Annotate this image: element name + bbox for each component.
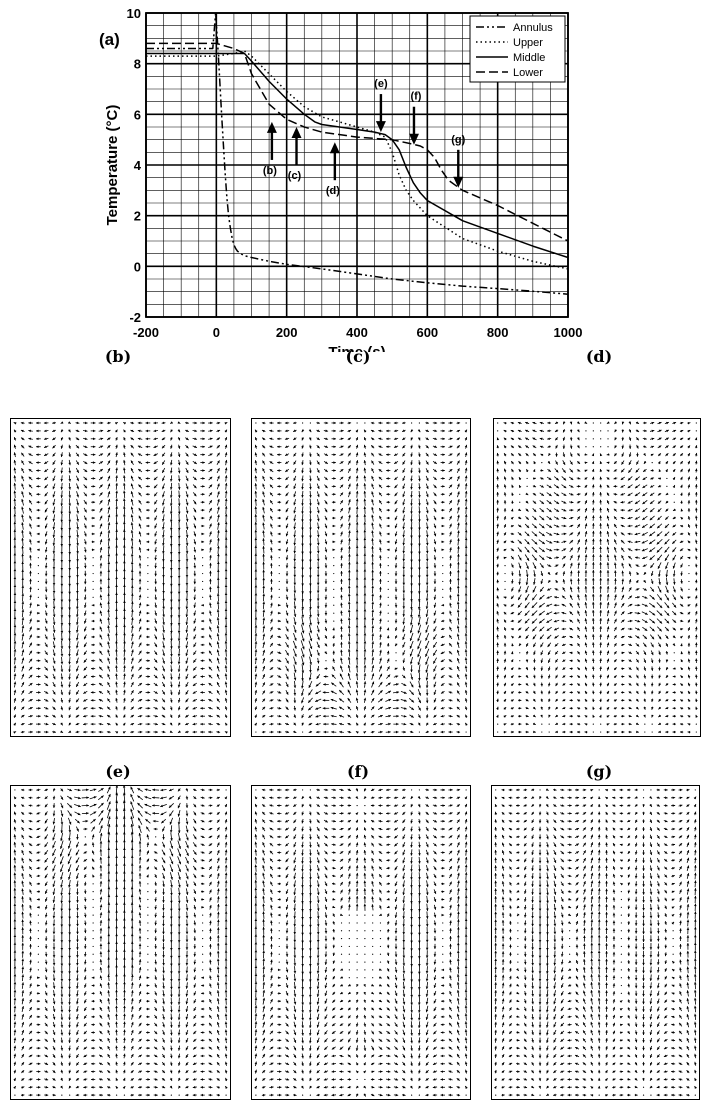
annotation-arrow-f: (f): [408, 91, 422, 145]
panel-label-a: (a): [99, 30, 120, 49]
annotation-arrow-d: (d): [326, 142, 340, 197]
vector-field-d: [493, 418, 701, 737]
x-tick-label: 1000: [554, 325, 583, 340]
legend: Annulus Upper Middle Lower: [469, 15, 566, 83]
y-tick-label: 8: [134, 57, 141, 72]
annotation-label: (d): [326, 185, 340, 197]
legend-label-annulus: Annulus: [513, 22, 553, 34]
legend-label-middle: Middle: [513, 52, 545, 64]
annotation-label: (b): [263, 165, 277, 177]
x-tick-label: 600: [416, 325, 438, 340]
panel-label-g: (g): [585, 762, 613, 781]
annotation-arrow-g: (g): [451, 134, 466, 188]
legend-box: [469, 15, 566, 83]
panel-label-b: (b): [104, 347, 132, 366]
vector-field-g: [491, 785, 700, 1100]
y-tick-label: -2: [129, 310, 141, 325]
vector-arrows: [254, 788, 468, 1097]
annotation-label: (e): [374, 78, 388, 90]
x-axis-label: Time (s): [328, 344, 385, 352]
series-line-middle: [146, 52, 569, 259]
vector-arrows: [493, 788, 697, 1097]
vector-field-f: [251, 785, 471, 1100]
y-tick-label: 10: [127, 6, 141, 21]
legend-label-upper: Upper: [513, 37, 543, 49]
y-axis-label: Temperature (°C): [104, 105, 121, 226]
annotation-arrow-e: (e): [374, 78, 388, 133]
panel-label-f: (f): [346, 762, 370, 781]
x-tick-label: 200: [276, 325, 298, 340]
annotation-arrow-c: (c): [288, 127, 302, 182]
vector-field-e: [10, 785, 231, 1100]
annotation-label: (f): [410, 91, 421, 103]
vector-field-c: [251, 418, 471, 737]
annotation-arrow-b: (b): [263, 121, 277, 177]
y-tick-label: 4: [134, 158, 142, 173]
vector-arrows: [13, 421, 228, 734]
vector-arrows: [254, 421, 468, 734]
x-tick-label: 800: [487, 325, 509, 340]
panel-label-e: (e): [105, 762, 131, 781]
legend-label-lower: Lower: [513, 67, 543, 79]
series-line-upper: [146, 50, 569, 270]
x-tick-label: 400: [346, 325, 368, 340]
vector-field-b: [10, 418, 231, 737]
y-tick-label: 0: [134, 259, 141, 274]
vector-arrows: [13, 786, 228, 1097]
annotation-label: (g): [451, 134, 465, 146]
series-line-annulus: [146, 12, 569, 295]
series-line-lower: [146, 42, 569, 242]
y-tick-label: 6: [134, 107, 141, 122]
y-tick-label: 2: [134, 209, 141, 224]
vector-arrows: [496, 421, 698, 734]
temperature-chart: -200 0 200 400 600 800 1000 -2 0 2 4 6 8 10 Time (s) Te…: [99, 6, 583, 352]
x-tick-label: -200: [133, 325, 159, 340]
panel-label-d: (d): [585, 347, 613, 366]
annotation-label: (c): [288, 170, 302, 182]
x-tick-label: 0: [213, 325, 220, 340]
plot-frame: [145, 12, 569, 318]
panel-label-c: (c): [345, 347, 371, 366]
